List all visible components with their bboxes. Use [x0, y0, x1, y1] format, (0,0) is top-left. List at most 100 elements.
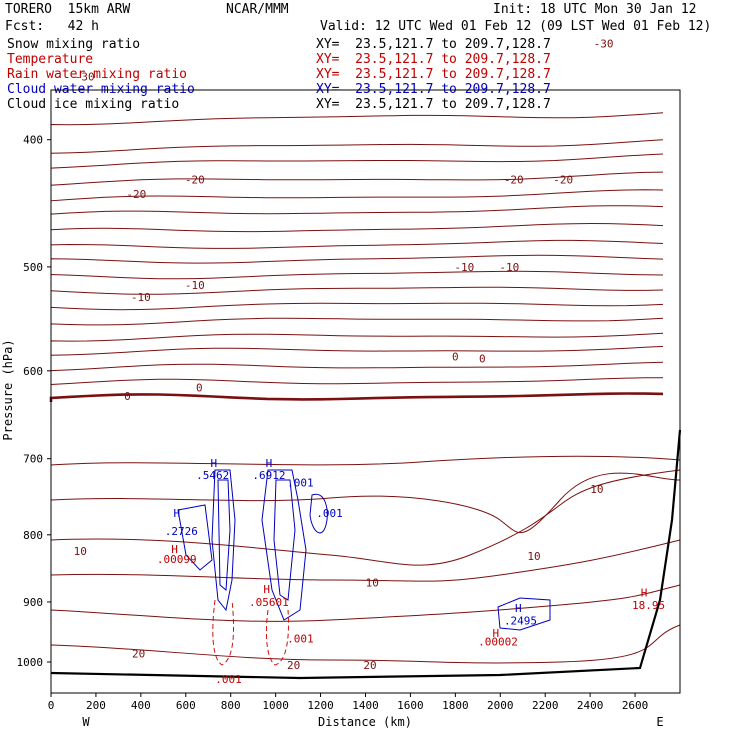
extremum-label: .05601	[249, 596, 289, 609]
extremum-label: .5462	[196, 469, 229, 482]
extremum-label: H	[492, 627, 499, 640]
x-tick-label: 600	[176, 699, 196, 712]
temperature-contour	[50, 317, 664, 326]
center-title: NCAR/MMM	[226, 2, 289, 17]
temperature-contour-label: -10	[131, 291, 151, 304]
temperature-contour	[50, 302, 664, 311]
temperature-contour-label: -10	[454, 261, 474, 274]
extremum-label: .2726	[165, 525, 198, 538]
extremum-label: .00099	[157, 553, 197, 566]
x-tick-label: 200	[86, 699, 106, 712]
extremum-label: H	[266, 457, 273, 470]
y-tick-label: 900	[23, 596, 43, 609]
temperature-contour	[50, 270, 664, 281]
temperature-contour	[50, 153, 664, 169]
temperature-contour-label: -10	[185, 279, 205, 292]
cloud-water-contour	[309, 493, 328, 534]
temperature-contour	[50, 286, 664, 296]
valid-time: Valid: 12 UTC Wed 01 Feb 12 (09 LST Wed …	[320, 19, 712, 34]
x-tick-label: 1000	[262, 699, 289, 712]
extremum-label: .6912	[252, 469, 285, 482]
axes: 0 200 400 600 800 1000 1200 1400 1600 1800 2000 220…	[17, 134, 649, 712]
y-axis-label: Pressure (hPa)	[1, 339, 15, 440]
temperature-contour	[50, 469, 681, 566]
temperature-contour	[50, 171, 664, 187]
x-tick-label: 2600	[622, 699, 649, 712]
temperature-contour-label: 0	[124, 390, 131, 403]
extremum-label: .001	[215, 673, 242, 686]
extremum-label: 18.95	[632, 599, 665, 612]
temperature-contour	[50, 624, 681, 664]
temperature-contour-label: 0	[452, 350, 459, 363]
temperature-contour-label: -20	[126, 188, 146, 201]
cloud-water-contour	[261, 469, 307, 621]
cloud-water-contour	[217, 479, 231, 592]
field-xy-cloud-ice: XY= 23.5,121.7 to 209.7,128.7	[316, 97, 551, 112]
forecast-hour: Fcst: 42 h	[5, 19, 99, 34]
extremum-label: .00002	[478, 636, 518, 649]
cloud-water-contour	[497, 597, 551, 631]
y-tick-label: 700	[23, 453, 43, 466]
temperature-contour-label: 10	[527, 550, 540, 563]
extremum-label: .001	[316, 507, 343, 520]
extremum-label: H	[173, 507, 180, 520]
temperature-contour-label: 20	[287, 659, 300, 672]
temperature-contour-label: 20	[363, 659, 376, 672]
x-tick-label: 1800	[442, 699, 469, 712]
temperature-contour	[50, 239, 664, 252]
cloud-water-contour	[177, 504, 213, 571]
temperature-contour-label: 10	[74, 545, 87, 558]
x-tick-label: 0	[48, 699, 55, 712]
temperature-contour-label: -20	[504, 174, 524, 187]
x-tick-label: 1400	[352, 699, 379, 712]
x-tick-label: 2400	[577, 699, 604, 712]
temperature-contour-label: -30	[594, 38, 614, 51]
terrain-line	[50, 429, 682, 680]
cloud-water-contour	[273, 479, 296, 601]
extremum-label: H	[263, 583, 270, 596]
y-tick-label: 400	[23, 134, 43, 147]
temperature-contour	[50, 584, 681, 622]
extremum-label: H	[641, 586, 648, 599]
field-xy-snow: XY= 23.5,121.7 to 209.7,128.7	[316, 37, 551, 52]
field-label-snow: Snow mixing ratio	[7, 37, 141, 52]
temperature-contour	[50, 139, 664, 154]
x-axis-east-label: E	[656, 715, 663, 729]
x-tick-label: 1600	[397, 699, 424, 712]
x-tick-label: 2200	[532, 699, 559, 712]
field-xy-rain: XY= 23.5,121.7 to 209.7,128.7	[316, 67, 551, 82]
temperature-contour	[50, 222, 664, 236]
x-tick-label: 1200	[307, 699, 334, 712]
x-tick-label: 800	[221, 699, 241, 712]
temperature-contour	[50, 361, 664, 372]
temperature-contour	[50, 332, 664, 342]
temperature-contour	[49, 392, 664, 402]
temperature-contour	[50, 112, 664, 126]
y-tick-label: 500	[23, 261, 43, 274]
extremum-label: H	[211, 457, 218, 470]
field-label-cloud-water: Cloud water mixing ratio	[7, 82, 195, 97]
temperature-contour-label: -20	[553, 174, 573, 187]
temperature-contour	[50, 377, 664, 387]
contour-labels: -60-60-60-60-50-40-30-30-20-20-20-20-10-…	[74, 38, 666, 686]
temperature-contour-label: 10	[366, 577, 379, 590]
field-xy-temperature: XY= 23.5,121.7 to 209.7,128.7	[316, 52, 551, 67]
temperature-contour	[50, 189, 664, 204]
temperature-contour-label: -10	[499, 261, 519, 274]
y-tick-label: 600	[23, 365, 43, 378]
temperature-contour	[50, 455, 681, 466]
temperature-contour-label: 20	[132, 647, 145, 660]
x-axis-west-label: W	[82, 715, 90, 729]
temperature-contour-label: -30	[75, 70, 95, 83]
temperature-contour	[50, 539, 681, 582]
field-label-rain: Rain water mixing ratio	[7, 67, 188, 82]
extremum-label: H	[515, 602, 522, 615]
x-tick-label: 400	[131, 699, 151, 712]
y-tick-label: 800	[23, 529, 43, 542]
temperature-contour	[50, 472, 681, 533]
extremum-label: H	[171, 543, 178, 556]
temperature-contour-label: 0	[196, 382, 203, 395]
contour-lines	[49, 112, 682, 680]
extremum-label: .001	[287, 633, 314, 646]
